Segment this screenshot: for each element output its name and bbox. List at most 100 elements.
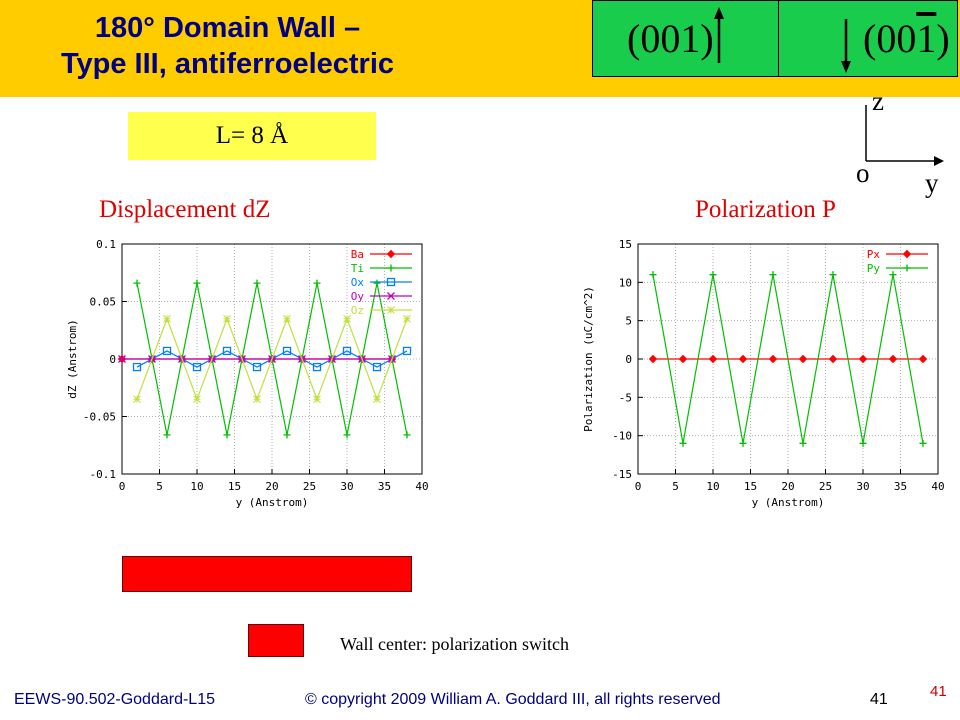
up-arrowhead-icon: [714, 7, 724, 19]
data-point: [312, 362, 322, 372]
data-point: [387, 292, 395, 300]
direction-right-close: ): [936, 16, 950, 61]
x-tick-label: 40: [415, 480, 428, 493]
data-point: [709, 271, 717, 279]
x-tick-label: 5: [672, 480, 679, 493]
y-tick-label: 0: [109, 353, 116, 366]
data-point: [387, 306, 395, 314]
title-line-2: Type III, antiferroelectric: [60, 48, 395, 80]
x-tick-label: 25: [303, 480, 316, 493]
axis-label-z: z: [872, 86, 884, 116]
y-tick-label: -5: [619, 391, 632, 404]
x-axis-label: y (Anstrom): [236, 496, 309, 509]
data-point: [889, 271, 897, 279]
data-point: [282, 346, 292, 356]
data-point: [343, 431, 351, 439]
legend-label-py: Py: [867, 262, 881, 275]
data-point: [402, 346, 412, 356]
data-point: [373, 395, 381, 404]
data-point: [888, 354, 898, 364]
data-point: [253, 395, 261, 404]
x-axis-label: y (Anstrom): [752, 496, 825, 509]
data-point: [193, 279, 201, 287]
data-point: [193, 395, 201, 404]
data-point: [829, 271, 837, 279]
data-point: [313, 279, 321, 287]
series-line-py: [652, 274, 924, 444]
direction-box: (001) (001): [592, 0, 958, 77]
plot-frame: [637, 243, 939, 475]
x-tick-label: 25: [819, 480, 832, 493]
slide-title: 180° Domain Wall – Type III, antiferroel…: [0, 10, 455, 82]
y-tick-label: -0.1: [90, 468, 117, 481]
chart-title-left: Displacement dZ: [99, 196, 271, 223]
data-point: [343, 314, 351, 323]
x-tick-label: 35: [378, 480, 391, 493]
chart-title-right: Polarization P: [695, 196, 836, 223]
data-point: [903, 264, 911, 272]
legend-label-px: Px: [867, 248, 881, 261]
data-point: [738, 354, 748, 364]
data-point: [386, 249, 396, 259]
axis-icon: [865, 105, 944, 166]
wall-region-bar: [122, 556, 412, 592]
footer-course: EEWS-90.502-Goddard-L15: [14, 691, 215, 708]
data-point: [313, 395, 321, 404]
length-label-box: L= 8 Å: [128, 112, 376, 160]
data-point: [708, 354, 718, 364]
y-tick-label: 0.05: [90, 296, 117, 309]
polarization-chart: 0 5 10 15 20 25 30 35 40 15 10 5 0 -5 -10 -15 y (Anstrom…: [582, 238, 945, 509]
y-tick-label: 0: [625, 353, 632, 366]
data-point: [163, 314, 171, 323]
legend-label-ox: Ox: [351, 276, 365, 289]
data-point: [387, 264, 395, 272]
data-point: [858, 354, 868, 364]
data-point: [342, 346, 352, 356]
x-tick-label: 15: [744, 480, 757, 493]
data-point: [372, 362, 382, 372]
x-tick-label: 20: [781, 480, 794, 493]
data-point: [373, 279, 381, 287]
data-point: [253, 279, 261, 287]
data-point: [222, 346, 232, 356]
data-point: [283, 314, 291, 323]
data-point: [649, 271, 657, 279]
y-tick-label: -15: [612, 468, 632, 481]
x-tick-label: 10: [190, 480, 203, 493]
x-tick-label: 35: [894, 480, 907, 493]
data-point: [223, 431, 231, 439]
footer-page-number: 41: [870, 691, 888, 708]
direction-left-label: (001): [627, 16, 714, 61]
data-point: [403, 431, 411, 439]
data-point: [828, 354, 838, 364]
data-point: [162, 346, 172, 356]
x-tick-label: 0: [119, 480, 126, 493]
data-point: [918, 354, 928, 364]
axis-label-o: o: [856, 158, 870, 188]
y-tick-label: 15: [619, 238, 632, 251]
legend-label-ti: Ti: [351, 262, 364, 275]
x-tick-label: 15: [228, 480, 241, 493]
data-point: [798, 354, 808, 364]
legend-label-oy: Oy: [351, 290, 365, 303]
data-point: [223, 314, 231, 323]
direction-right-label: (001): [863, 19, 950, 59]
data-point: [799, 439, 807, 447]
legend-label-oz: Oz: [351, 304, 364, 317]
data-point: [283, 431, 291, 439]
data-point: [768, 354, 778, 364]
footer-copyright: © copyright 2009 William A. Goddard III,…: [305, 691, 721, 708]
displacement-chart: 0 5 10 15 20 25 30 35 40 0.1 0.05 0 -0.05 -0.1 y (Anst…: [66, 238, 429, 509]
axis-label-y: y: [925, 168, 939, 198]
data-point: [386, 277, 396, 287]
data-point: [769, 271, 777, 279]
y-axis-label: Polarization (uC/cm^2): [582, 286, 595, 432]
wall-center-label: Wall center: polarization switch: [340, 634, 569, 654]
title-line-1: 180° Domain Wall –: [94, 12, 361, 44]
wall-center-swatch: [248, 624, 304, 657]
data-point: [132, 362, 142, 372]
series-line-oz: [136, 317, 408, 401]
y-tick-label: 0.1: [96, 238, 116, 251]
data-point: [739, 439, 747, 447]
x-tick-label: 30: [340, 480, 353, 493]
